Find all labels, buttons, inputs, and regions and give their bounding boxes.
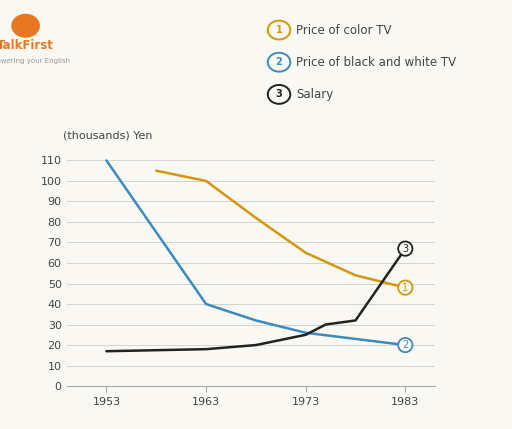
Text: (thousands) Yen: (thousands) Yen bbox=[63, 131, 153, 141]
Text: Empowering your English: Empowering your English bbox=[0, 58, 70, 64]
Text: 3: 3 bbox=[275, 89, 283, 100]
Text: 1: 1 bbox=[402, 283, 409, 293]
Text: 3: 3 bbox=[402, 244, 409, 254]
Text: Salary: Salary bbox=[296, 88, 333, 101]
Text: TalkFirst: TalkFirst bbox=[0, 39, 54, 51]
Text: Price of black and white TV: Price of black and white TV bbox=[296, 56, 456, 69]
Text: 2: 2 bbox=[402, 340, 409, 350]
Text: 1: 1 bbox=[275, 25, 283, 35]
Text: 2: 2 bbox=[275, 57, 283, 67]
Text: Price of color TV: Price of color TV bbox=[296, 24, 392, 36]
